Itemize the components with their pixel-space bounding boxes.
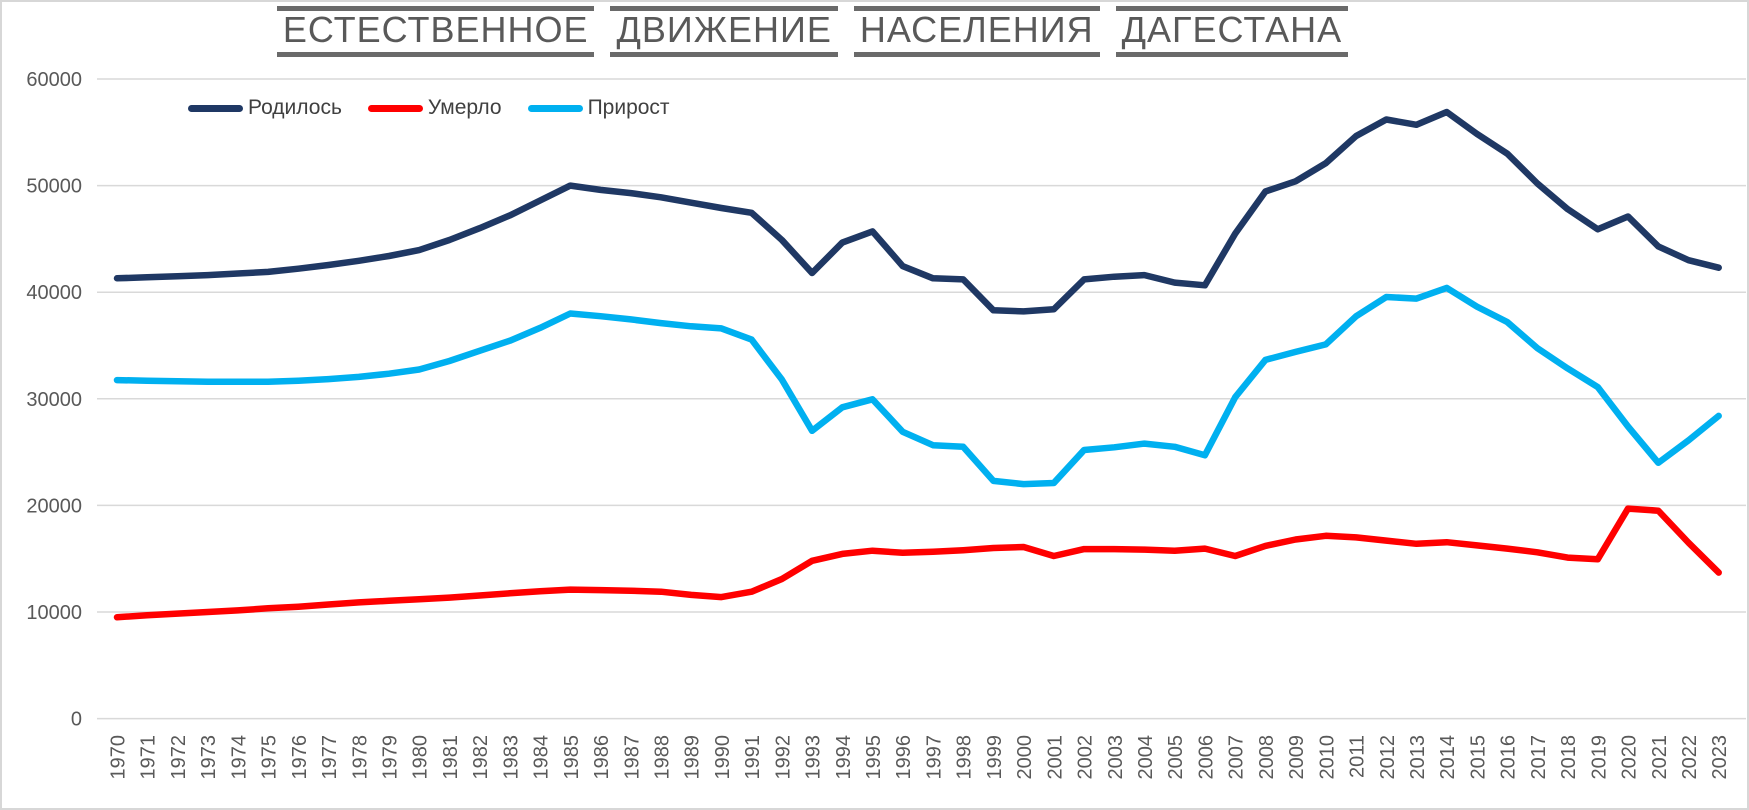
x-axis-tick-label-1996: 1996 [893, 735, 915, 780]
chart-title: ЕСТЕСТВЕННОЕ ДВИЖЕНИЕ НАСЕЛЕНИЯ ДАГЕСТАНА [2, 6, 1685, 57]
x-axis-tick-label-2000: 2000 [1014, 735, 1036, 780]
x-axis-tick-label-1982: 1982 [470, 735, 492, 780]
legend-label-died: Умерло [427, 96, 502, 119]
y-axis-tick-label-40000: 40000 [26, 282, 82, 304]
y-axis-tick-label-30000: 30000 [26, 389, 82, 411]
legend-swatch-born-line [188, 104, 243, 112]
x-axis-tick-label-1986: 1986 [591, 735, 613, 780]
legend-item-born: Родилось [188, 96, 342, 120]
x-axis-tick-label-2001: 2001 [1044, 735, 1066, 780]
x-axis-tick-label-2005: 2005 [1165, 735, 1187, 780]
x-axis-tick-label-1993: 1993 [803, 735, 825, 780]
x-axis-tick-label-2004: 2004 [1135, 735, 1157, 780]
x-axis-tick-label-1978: 1978 [349, 735, 371, 780]
x-axis-tick-label-2015: 2015 [1467, 735, 1489, 780]
x-axis-tick-label-1973: 1973 [198, 735, 220, 780]
x-axis-tick-label-2009: 2009 [1286, 735, 1308, 780]
x-axis-tick-label-1988: 1988 [652, 735, 674, 780]
x-axis-tick-label-1972: 1972 [168, 735, 190, 780]
x-axis-tick-label-2020: 2020 [1619, 735, 1641, 780]
x-axis-tick-label-1974: 1974 [228, 735, 250, 780]
x-axis-labels-group: 1970 1971 1972 1973 1974 1975 1976 1977 1978 1979… [108, 735, 1732, 780]
y-axis-tick-label-0: 0 [71, 709, 82, 731]
x-axis-tick-label-1980: 1980 [410, 735, 432, 780]
series-lines-group [113, 108, 1722, 621]
x-axis-tick-label-2021: 2021 [1649, 735, 1671, 780]
title-word-3: НАСЕЛЕНИЯ [853, 6, 1100, 57]
legend-item-increase: Прирост [527, 96, 670, 120]
x-axis-tick-label-2019: 2019 [1588, 735, 1610, 780]
x-axis-tick-label-2007: 2007 [1226, 735, 1248, 780]
y-axis-tick-label-10000: 10000 [26, 602, 82, 624]
x-axis-tick-label-2008: 2008 [1256, 735, 1278, 780]
y-axis-tick-label-20000: 20000 [26, 495, 82, 517]
x-axis-tick-label-1970: 1970 [108, 735, 130, 780]
x-axis-tick-label-1981: 1981 [440, 735, 462, 780]
legend-swatch-increase-line [527, 104, 583, 112]
x-axis-tick-label-1983: 1983 [500, 735, 522, 780]
x-axis-tick-label-1985: 1985 [561, 735, 583, 780]
x-axis-tick-label-1994: 1994 [833, 735, 855, 780]
x-axis-tick-label-2016: 2016 [1498, 735, 1520, 780]
x-axis-tick-label-1984: 1984 [531, 735, 553, 780]
title-word-1: ЕСТЕСТВЕННОЕ [276, 6, 595, 57]
x-axis-tick-label-1976: 1976 [289, 735, 311, 780]
y-axis-tick-label-50000: 50000 [26, 176, 82, 198]
x-axis-tick-label-2011: 2011 [1347, 735, 1369, 778]
x-axis-tick-label-1990: 1990 [712, 735, 734, 780]
x-axis-tick-label-1992: 1992 [772, 735, 794, 780]
x-axis-tick-label-1991: 1991 [742, 735, 764, 780]
x-axis-tick-label-2022: 2022 [1679, 735, 1701, 780]
series-died-line [113, 505, 1722, 621]
x-axis-tick-label-1999: 1999 [984, 735, 1006, 780]
x-axis-tick-label-2013: 2013 [1407, 735, 1429, 780]
y-axis-tick-label-60000: 60000 [26, 69, 82, 91]
x-axis-tick-label-1975: 1975 [259, 735, 281, 780]
x-axis-tick-label-2023: 2023 [1709, 735, 1731, 780]
legend-label-born: Родилось [248, 96, 342, 119]
legend: Родилось Умерло Прирост [188, 96, 670, 120]
y-axis-labels-group: 0 10000 20000 30000 40000 50000 60000 [26, 69, 82, 731]
x-axis-tick-label-1971: 1971 [138, 735, 160, 780]
title-word-2: ДВИЖЕНИЕ [610, 6, 838, 57]
x-axis-tick-label-2014: 2014 [1437, 735, 1459, 780]
x-axis-tick-label-1979: 1979 [380, 735, 402, 780]
x-axis-tick-label-1997: 1997 [924, 735, 946, 780]
x-axis-tick-label-2006: 2006 [1195, 735, 1217, 780]
x-axis-tick-label-2018: 2018 [1558, 735, 1580, 780]
x-axis-tick-label-2010: 2010 [1316, 735, 1338, 780]
x-axis-tick-label-1998: 1998 [954, 735, 976, 780]
legend-item-died: Умерло [367, 96, 502, 120]
x-axis-tick-label-1995: 1995 [863, 735, 885, 780]
legend-label-increase: Прирост [587, 96, 670, 119]
x-axis-tick-label-2017: 2017 [1528, 735, 1550, 780]
x-axis-tick-label-1977: 1977 [319, 735, 341, 780]
gridlines-group [97, 78, 1746, 720]
x-axis-tick-label-2003: 2003 [1105, 735, 1127, 780]
series-born-line [113, 108, 1722, 315]
x-axis-tick-label-2002: 2002 [1075, 735, 1097, 780]
x-axis-tick-label-2012: 2012 [1377, 735, 1399, 780]
series-increase-line [113, 284, 1722, 488]
title-word-4: ДАГЕСТАНА [1115, 6, 1349, 57]
legend-swatch-died-line [367, 104, 423, 112]
x-axis-tick-label-1987: 1987 [621, 735, 643, 780]
x-axis-tick-label-1989: 1989 [682, 735, 704, 780]
